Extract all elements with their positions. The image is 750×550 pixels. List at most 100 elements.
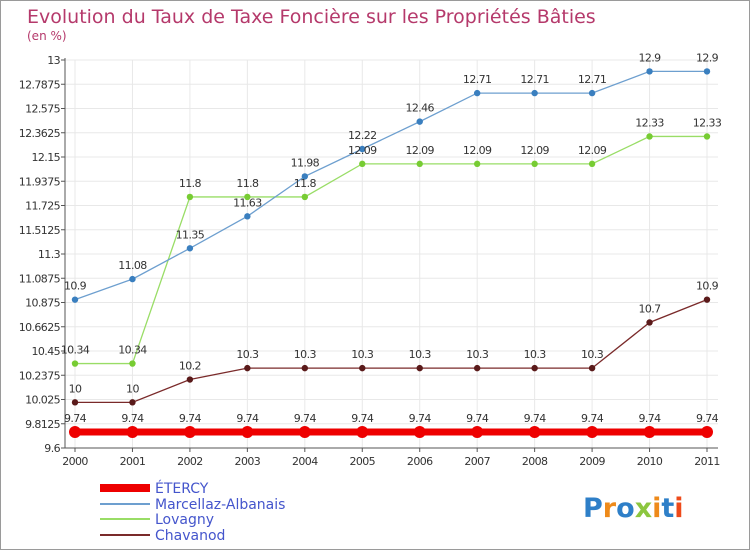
- y-tick-label: 11.0875: [19, 272, 61, 285]
- series-2: [71, 133, 711, 367]
- data-label: 11.8: [236, 177, 259, 190]
- data-label: 11.98: [291, 156, 320, 169]
- svg-text:Proxiti: Proxiti: [583, 493, 684, 524]
- data-label: 12.9: [696, 51, 719, 64]
- data-label: 9.74: [294, 412, 317, 425]
- series-1: [71, 68, 711, 303]
- data-point: [129, 275, 136, 283]
- data-label: 12.09: [578, 144, 607, 157]
- data-point: [416, 118, 423, 125]
- data-point: [588, 89, 596, 97]
- data-point: [416, 364, 423, 372]
- data-point: [703, 133, 711, 140]
- data-label: 10.3: [294, 348, 317, 361]
- data-point: [416, 160, 423, 168]
- data-label: 12.09: [463, 144, 492, 157]
- y-tick-label: 9.8125: [25, 418, 60, 431]
- data-label: 11.63: [233, 196, 262, 209]
- data-label: 10.3: [466, 348, 489, 361]
- data-point: [241, 426, 254, 439]
- data-label: 9.74: [236, 412, 259, 425]
- series-0: [69, 426, 713, 439]
- data-label: 9.74: [351, 412, 374, 425]
- y-tick-label: 12.575: [25, 103, 60, 116]
- data-label: 9.74: [64, 412, 87, 425]
- x-axis-ticks: 2000 2001 2002 2003 2004 2005 2006 2007 2008 2009…: [62, 448, 720, 468]
- axes: [64, 58, 718, 449]
- data-label: 12.33: [693, 116, 722, 129]
- data-label: 10.3: [236, 348, 259, 361]
- x-tick-label: 2009: [579, 455, 605, 468]
- y-tick-label: 12.3625: [19, 127, 61, 140]
- series-line: [74, 70, 707, 301]
- data-label: 12.71: [578, 73, 607, 86]
- data-point: [244, 364, 251, 372]
- legend-label: Chavanod: [155, 528, 225, 544]
- data-point: [71, 399, 79, 406]
- data-label: 11.8: [179, 177, 202, 190]
- data-point: [703, 68, 711, 75]
- data-point: [586, 426, 599, 439]
- data-label: 11.08: [118, 259, 147, 272]
- labels-series-0: 9.74 9.74 9.74 9.74 9.74 9.74 9.74 9.74 9.74 9.74…: [64, 412, 719, 425]
- proxiti-logo: Proxiti: [583, 493, 684, 524]
- data-point: [646, 133, 653, 140]
- data-label: 10.3: [351, 348, 374, 361]
- data-label: 12.46: [405, 102, 434, 115]
- y-tick-label: 11.9375: [19, 175, 61, 188]
- data-point: [473, 89, 481, 97]
- data-point: [298, 426, 311, 439]
- data-point: [301, 364, 309, 372]
- data-point: [473, 160, 481, 168]
- data-label: 11.8: [294, 177, 317, 190]
- x-tick-label: 2001: [120, 455, 146, 468]
- y-tick-label: 11.3: [38, 248, 61, 261]
- data-label: 12.09: [348, 144, 377, 157]
- data-label: 12.9: [638, 51, 661, 64]
- y-tick-label: 10.6625: [19, 321, 61, 334]
- data-label: 12.09: [405, 144, 434, 157]
- data-label: 9.74: [121, 412, 144, 425]
- data-label: 12.09: [520, 144, 549, 157]
- data-label: 10.2: [179, 360, 201, 373]
- series-line: [75, 299, 708, 404]
- data-point: [531, 364, 538, 372]
- data-label: 12.33: [635, 116, 664, 129]
- data-label: 10.34: [61, 344, 90, 357]
- data-point: [359, 145, 366, 153]
- data-label: 9.74: [696, 412, 719, 425]
- y-tick-label: 13: [47, 54, 60, 67]
- data-point: [244, 193, 251, 201]
- data-point: [244, 213, 251, 220]
- data-point: [703, 296, 711, 303]
- data-label: 10: [126, 382, 139, 395]
- data-label: 9.74: [466, 412, 489, 425]
- data-point: [186, 245, 194, 252]
- y-tick-label: 9.6: [44, 442, 60, 455]
- data-point: [359, 160, 366, 168]
- y-axis-ticks: 13 12.7875 12.575 12.3625 12.15 11.9375 11.725…: [19, 54, 65, 455]
- y-tick-label: 10.875: [25, 297, 60, 310]
- data-label: 9.74: [581, 412, 604, 425]
- data-point: [183, 426, 196, 439]
- y-tick-label: 12.7875: [19, 78, 61, 91]
- data-label: 10: [69, 382, 82, 395]
- x-tick-label: 2003: [235, 455, 261, 468]
- y-tick-label: 10.45: [32, 345, 61, 358]
- chart-title: Evolution du Taux de Taxe Foncière sur l…: [27, 6, 596, 28]
- data-point: [71, 296, 79, 303]
- data-point: [701, 426, 713, 439]
- unit-label: (en %): [27, 29, 67, 43]
- data-point: [413, 426, 426, 439]
- data-point: [129, 360, 136, 367]
- labels-series-1: 10.9 11.08 11.35 11.63 11.98 12.22 12.46 12.71 1…: [64, 51, 719, 292]
- data-point: [186, 376, 194, 383]
- y-tick-label: 11.725: [25, 200, 60, 213]
- data-point: [531, 160, 538, 168]
- y-tick-label: 10.025: [25, 394, 60, 407]
- data-point: [129, 399, 136, 406]
- data-label: 9.74: [524, 412, 547, 425]
- data-point: [71, 360, 79, 367]
